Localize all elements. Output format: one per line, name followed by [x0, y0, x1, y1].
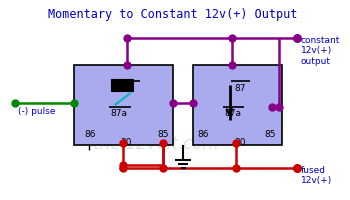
Bar — [193, 65, 282, 145]
Text: 86: 86 — [84, 130, 96, 139]
Bar — [111, 79, 133, 91]
Text: (-) pulse: (-) pulse — [18, 107, 55, 116]
Text: Momentary to Constant 12v(+) Output: Momentary to Constant 12v(+) Output — [48, 8, 298, 21]
Text: 30: 30 — [121, 138, 132, 147]
Text: 87: 87 — [123, 84, 134, 93]
Text: 87a: 87a — [225, 109, 242, 118]
Text: 85: 85 — [157, 130, 169, 139]
Bar — [74, 65, 173, 145]
Text: constant
12v(+)
output: constant 12v(+) output — [301, 36, 340, 66]
Text: fused
12v(+): fused 12v(+) — [301, 166, 332, 185]
Text: 30: 30 — [234, 138, 246, 147]
Text: 87: 87 — [234, 84, 246, 93]
Text: the 12volt.com: the 12volt.com — [93, 135, 219, 153]
Text: 85: 85 — [264, 130, 276, 139]
Text: 87a: 87a — [111, 109, 128, 118]
Text: 86: 86 — [198, 130, 209, 139]
